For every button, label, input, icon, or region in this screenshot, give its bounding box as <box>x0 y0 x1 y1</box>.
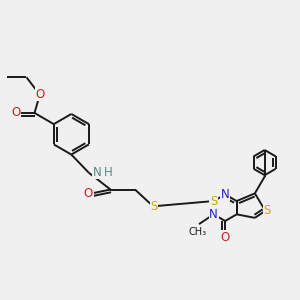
Text: N: N <box>209 208 218 221</box>
Text: H: H <box>103 166 112 178</box>
Text: N: N <box>221 188 230 201</box>
Text: N: N <box>93 166 102 178</box>
Text: S: S <box>263 204 271 217</box>
Text: O: O <box>11 106 20 119</box>
Text: O: O <box>84 187 93 200</box>
Text: CH₃: CH₃ <box>188 227 206 237</box>
Text: O: O <box>220 231 230 244</box>
Text: S: S <box>150 200 158 213</box>
Text: S: S <box>210 195 218 208</box>
Text: O: O <box>35 88 44 100</box>
